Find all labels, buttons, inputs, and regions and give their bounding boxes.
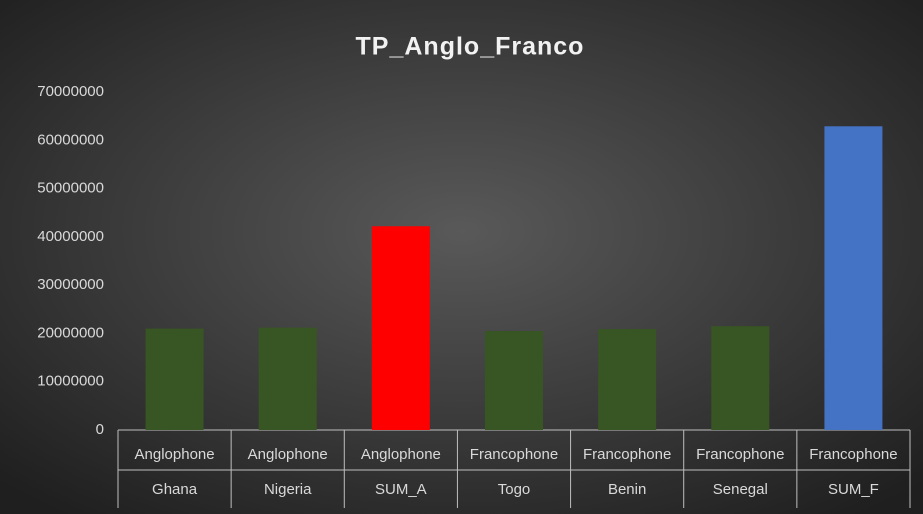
- x-group-label: Francophone: [696, 446, 784, 463]
- y-tick-label: 40000000: [37, 228, 104, 245]
- x-tick-label: Senegal: [713, 481, 768, 498]
- bar: [598, 329, 657, 430]
- x-tick-label: Togo: [498, 481, 531, 498]
- y-tick-label: 50000000: [37, 180, 104, 197]
- bar: [145, 328, 204, 430]
- x-group-label: Anglophone: [135, 446, 215, 463]
- x-tick-label: SUM_F: [828, 481, 879, 498]
- y-tick-label: 30000000: [37, 276, 104, 293]
- x-group-label: Anglophone: [248, 446, 328, 463]
- y-tick-label: 0: [96, 421, 104, 438]
- x-tick-label: Benin: [608, 481, 646, 498]
- bar: [485, 331, 543, 430]
- y-tick-label: 20000000: [37, 324, 104, 341]
- x-group-label: Francophone: [809, 446, 897, 463]
- x-tick-label: Ghana: [152, 481, 198, 498]
- bar: [824, 126, 883, 430]
- chart-title: TP_Anglo_Franco: [356, 33, 585, 61]
- x-group-label: Francophone: [583, 446, 671, 463]
- y-tick-label: 10000000: [37, 373, 104, 390]
- bar: [371, 226, 430, 430]
- x-group-label: Francophone: [470, 446, 558, 463]
- x-group-label: Anglophone: [361, 446, 441, 463]
- y-tick-label: 60000000: [37, 131, 104, 148]
- bar: [711, 326, 770, 430]
- x-tick-label: SUM_A: [375, 481, 427, 498]
- x-tick-label: Nigeria: [264, 481, 312, 498]
- bar: [258, 327, 317, 430]
- y-tick-label: 70000000: [37, 83, 104, 100]
